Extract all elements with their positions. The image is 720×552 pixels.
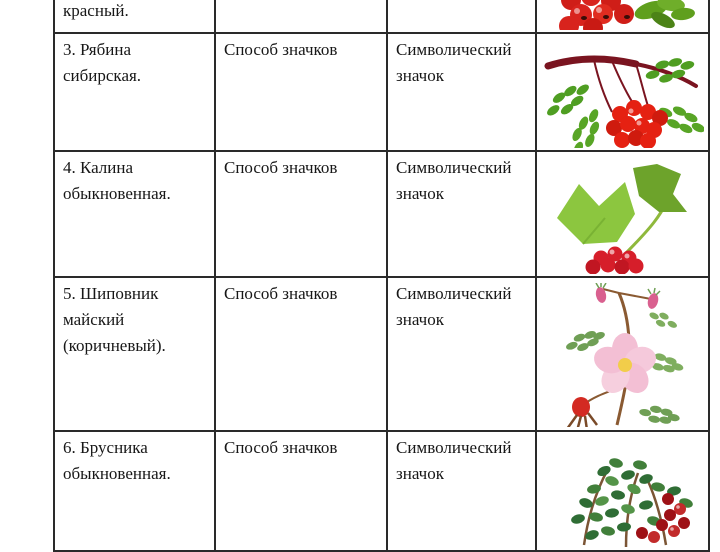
method-cell: Способ значков (216, 278, 388, 432)
symbol-cell (388, 0, 537, 34)
symbol-cell: Символический значок (388, 34, 537, 152)
plant-name-cell: красный. (55, 0, 216, 34)
plant-name-cell: 5. Шиповник майский (коричневый). (55, 278, 216, 432)
viburnum-image (556, 164, 687, 274)
plant-name-text: 6. Брусника обыкновенная. (63, 438, 171, 483)
hawthorn-berries-image (558, 0, 695, 30)
plants-table: красный. 3. Рябина сибирская. (53, 0, 710, 552)
image-cell (537, 152, 710, 278)
symbol-cell: Символический значок (388, 152, 537, 278)
method-cell: Способ значков (216, 432, 388, 552)
rowan-image (544, 55, 704, 148)
plant-name-text: 3. Рябина сибирская. (63, 40, 142, 85)
lingonberry-image (570, 458, 693, 547)
method-cell: Способ значков (216, 152, 388, 278)
image-cell (537, 0, 710, 34)
plant-name-text: красный. (63, 1, 129, 20)
image-cell (537, 34, 710, 152)
method-cell: Способ значков (216, 34, 388, 152)
wild-rose-image (565, 283, 683, 427)
method-cell (216, 0, 388, 34)
plant-name-cell: 3. Рябина сибирская. (55, 34, 216, 152)
plant-name-cell: 4. Калина обыкновенная. (55, 152, 216, 278)
plant-name-text: 5. Шиповник майский (коричневый). (63, 284, 166, 355)
symbol-cell: Символический значок (388, 278, 537, 432)
plant-name-text: 4. Калина обыкновенная. (63, 158, 171, 203)
image-cell (537, 278, 710, 432)
plant-name-cell: 6. Брусника обыкновенная. (55, 432, 216, 552)
symbol-cell: Символический значок (388, 432, 537, 552)
image-cell (537, 432, 710, 552)
